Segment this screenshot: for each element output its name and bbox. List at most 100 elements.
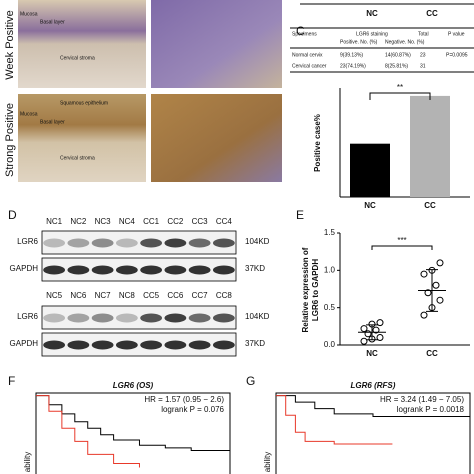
table-header: P value bbox=[448, 31, 465, 37]
survival-curve bbox=[36, 395, 231, 454]
category-label: CC bbox=[426, 9, 438, 18]
lane-label: NC4 bbox=[119, 217, 136, 226]
table-cell: 31 bbox=[420, 63, 426, 69]
y-axis-label: Relative expression of bbox=[301, 247, 310, 332]
blot-band bbox=[115, 238, 138, 248]
lane-label: NC1 bbox=[46, 217, 63, 226]
blot-band bbox=[140, 265, 163, 275]
table-cell: 8(25.81%) bbox=[385, 63, 408, 69]
significance-bracket bbox=[369, 92, 431, 100]
lane-label: CC2 bbox=[167, 217, 184, 226]
lane-label: CC5 bbox=[143, 291, 160, 300]
data-point bbox=[432, 281, 440, 289]
blot-band bbox=[140, 238, 163, 248]
y-axis-label: Positive case% bbox=[313, 114, 322, 172]
x-tick-label: CC bbox=[426, 349, 438, 358]
annotation: Squamous epithelium bbox=[60, 100, 108, 106]
data-point bbox=[436, 259, 444, 267]
data-point bbox=[376, 334, 384, 342]
row-label: GAPDH bbox=[10, 339, 39, 348]
table-cell: 23(74.19%) bbox=[340, 63, 366, 69]
blot-band bbox=[164, 238, 187, 248]
annotation: Mucosa bbox=[20, 11, 38, 17]
data-point bbox=[424, 289, 432, 297]
blot-band bbox=[188, 265, 211, 275]
y-axis-label: LGR6 to GAPDH bbox=[311, 259, 320, 321]
panel-label: D bbox=[8, 208, 17, 222]
significance: *** bbox=[397, 236, 406, 245]
plot-frame bbox=[275, 392, 471, 474]
table-cell: 23 bbox=[420, 52, 426, 58]
blot-band bbox=[212, 340, 235, 350]
annotation: Basal layer bbox=[40, 19, 65, 25]
plot-frame bbox=[35, 392, 231, 474]
blot-band bbox=[67, 340, 90, 350]
significance-bracket bbox=[371, 245, 433, 250]
data-point bbox=[364, 330, 372, 338]
bar bbox=[350, 143, 390, 197]
row-label: LGR6 bbox=[17, 237, 38, 246]
category-label: NC bbox=[366, 9, 378, 18]
blot-band bbox=[188, 313, 211, 323]
blot-band bbox=[91, 340, 114, 350]
row-label: Strong Positive bbox=[4, 103, 16, 177]
panel-label: E bbox=[296, 208, 304, 222]
table-cell: 9(39.13%) bbox=[340, 52, 363, 58]
blot-band bbox=[91, 313, 114, 323]
table-header: Specimens bbox=[292, 31, 317, 37]
data-point bbox=[420, 270, 428, 278]
x-tick-label: NC bbox=[366, 349, 378, 358]
y-tick-label: 0.0 bbox=[324, 340, 336, 349]
annotation: Mucosa bbox=[20, 111, 38, 117]
lane-label: CC8 bbox=[216, 291, 233, 300]
error-bar bbox=[426, 269, 438, 312]
x-tick-label: CC bbox=[424, 201, 436, 210]
y-tick-label: 1.5 bbox=[324, 228, 336, 237]
x-tick-label: NC bbox=[364, 201, 376, 210]
data-point bbox=[372, 326, 380, 334]
blot-frame bbox=[41, 230, 237, 255]
blot-band bbox=[115, 313, 138, 323]
size-label: 104KD bbox=[245, 312, 270, 321]
survival-curve bbox=[276, 395, 393, 445]
annotation: Cervical stroma bbox=[60, 155, 95, 161]
histology-image bbox=[151, 0, 282, 88]
blot-band bbox=[43, 313, 66, 323]
lane-label: NC5 bbox=[46, 291, 63, 300]
lane-label: CC6 bbox=[167, 291, 184, 300]
annotation: Basal layer bbox=[40, 119, 65, 125]
lane-label: NC7 bbox=[95, 291, 112, 300]
blot-band bbox=[212, 265, 235, 275]
significance: ** bbox=[397, 83, 403, 92]
survival-curve bbox=[276, 395, 470, 418]
lane-label: NC8 bbox=[119, 291, 136, 300]
table-header: Total bbox=[418, 31, 429, 37]
lane-label: NC6 bbox=[70, 291, 87, 300]
blot-band bbox=[115, 340, 138, 350]
lane-label: CC1 bbox=[143, 217, 160, 226]
panel-label: F bbox=[8, 374, 15, 388]
row-label: Week Positive bbox=[4, 10, 16, 80]
blot-band bbox=[164, 313, 187, 323]
blot-band bbox=[67, 265, 90, 275]
y-axis-label: ability bbox=[23, 452, 32, 472]
table-header: Positive. No. (%) bbox=[340, 39, 378, 45]
bar bbox=[410, 95, 450, 197]
blot-band bbox=[140, 340, 163, 350]
blot-band bbox=[91, 265, 114, 275]
histology-image bbox=[18, 94, 146, 182]
panel-label: C bbox=[296, 24, 305, 38]
annotation: logrank P = 0.0018 bbox=[397, 405, 465, 414]
blot-band bbox=[212, 238, 235, 248]
blot-band bbox=[43, 265, 66, 275]
table-cell: 14(60.87%) bbox=[385, 52, 411, 58]
lane-label: CC7 bbox=[192, 291, 209, 300]
data-point bbox=[360, 337, 368, 345]
blot-band bbox=[188, 238, 211, 248]
table-cell: Cervical cancer bbox=[292, 63, 327, 69]
lane-label: NC3 bbox=[95, 217, 112, 226]
y-tick-label: 1.0 bbox=[324, 265, 336, 274]
lane-label: CC3 bbox=[192, 217, 209, 226]
data-point bbox=[420, 311, 428, 319]
